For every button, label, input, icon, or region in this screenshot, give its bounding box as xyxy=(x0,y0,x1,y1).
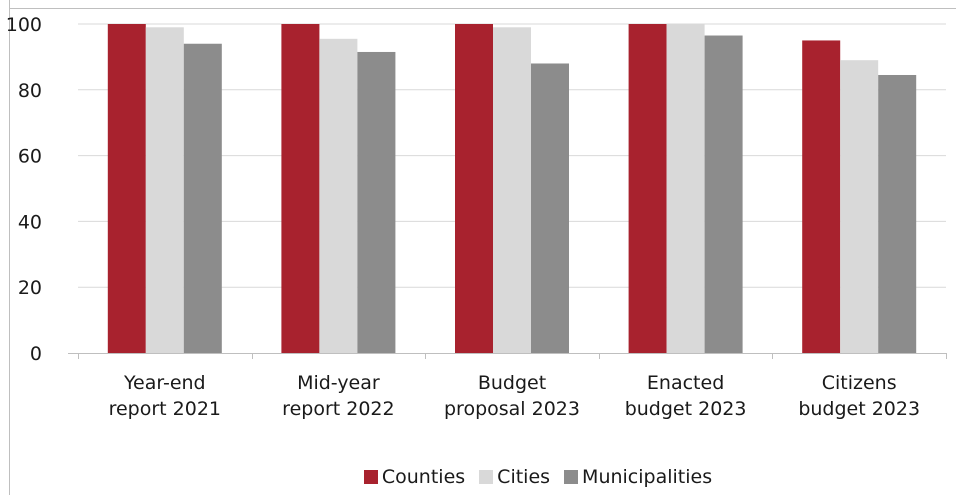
x-category-label: proposal 2023 xyxy=(444,398,580,420)
x-category-label: report 2022 xyxy=(282,398,394,420)
bar-municipalities xyxy=(704,35,743,353)
x-category-label: budget 2023 xyxy=(625,398,747,420)
bar-cities xyxy=(840,60,879,353)
legend-swatch xyxy=(564,470,579,484)
legend-item-counties: Counties xyxy=(363,466,466,488)
x-category-label: budget 2023 xyxy=(798,398,920,420)
x-category-label: report 2021 xyxy=(109,398,221,420)
x-category-label: Year-end xyxy=(123,372,206,394)
y-tick-label: 20 xyxy=(18,277,42,299)
bar-cities xyxy=(666,24,705,353)
legend: Counties Cities Municipalities xyxy=(0,462,956,492)
legend-item-cities: Cities xyxy=(479,466,550,488)
legend-swatch xyxy=(479,470,494,484)
x-category-label: Mid-year xyxy=(297,372,380,394)
bar-counties xyxy=(455,24,493,353)
bar-municipalities xyxy=(878,74,917,354)
bar-cities xyxy=(493,27,531,353)
legend-label: Municipalities xyxy=(582,466,713,488)
bar-municipalities xyxy=(531,63,569,353)
bar-municipalities xyxy=(183,43,222,354)
y-tick-label: 0 xyxy=(30,343,42,365)
x-category-label: Budget xyxy=(478,372,546,394)
bar-counties xyxy=(628,24,667,353)
bar-counties xyxy=(802,40,841,353)
y-tick-label: 60 xyxy=(18,146,42,168)
bar-municipalities xyxy=(357,51,396,354)
legend-swatch xyxy=(363,470,378,484)
bar-cities xyxy=(145,27,184,353)
bar-cities xyxy=(319,38,358,354)
legend-item-municipalities: Municipalities xyxy=(564,466,712,488)
x-category-label: Enacted xyxy=(647,372,724,394)
y-tick-label: 100 xyxy=(6,14,42,36)
y-tick-label: 80 xyxy=(18,80,42,102)
legend-label: Counties xyxy=(381,466,466,488)
bar-counties xyxy=(107,24,146,353)
bar-counties xyxy=(281,24,320,353)
y-tick-label: 40 xyxy=(18,211,42,233)
x-category-label: Citizens xyxy=(822,372,897,394)
legend-label: Cities xyxy=(497,466,551,488)
